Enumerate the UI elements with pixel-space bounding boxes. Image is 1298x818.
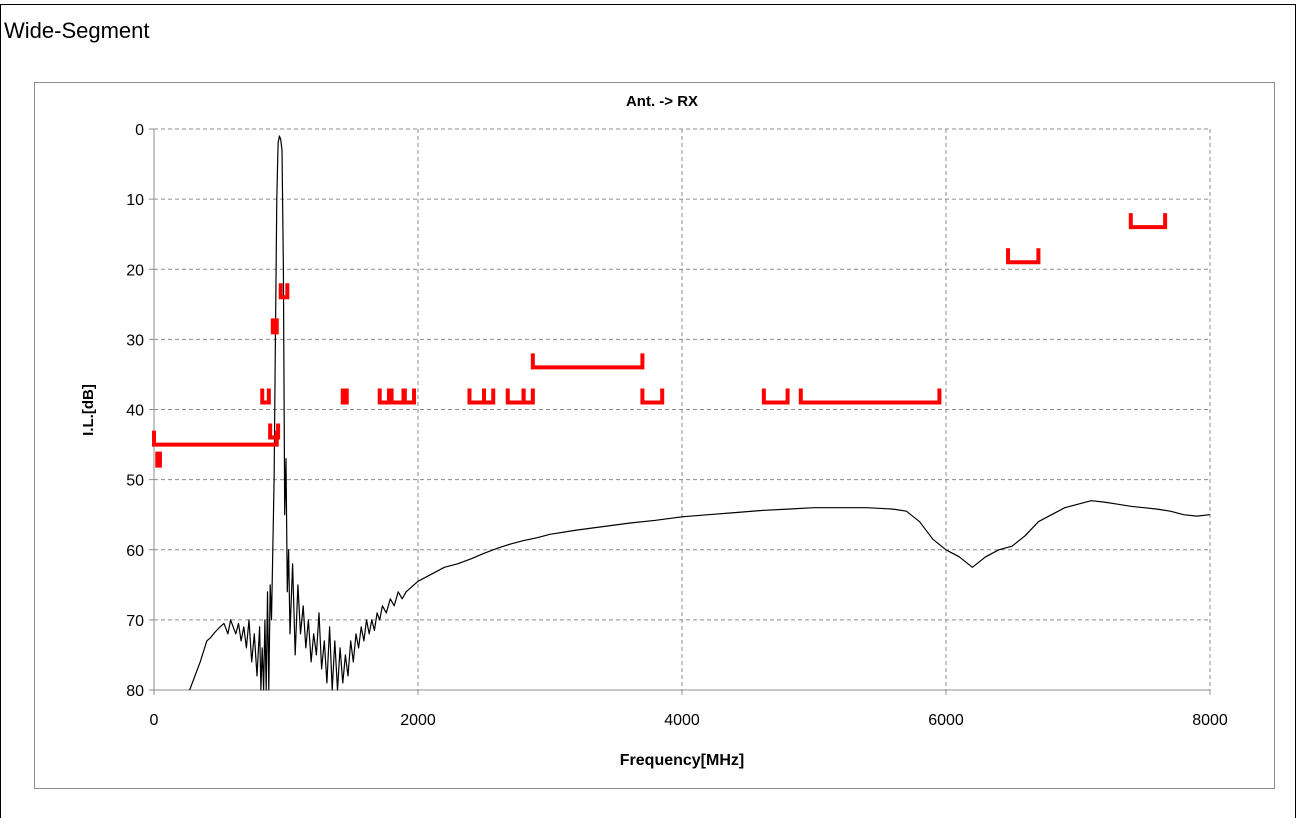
measurement-line (189, 135, 1211, 691)
x-tick-label: 4000 (664, 712, 700, 729)
page-heading: Wide-Segment (4, 18, 150, 43)
spec-limit-bracket (640, 388, 665, 405)
spec-limit-bracket (467, 388, 486, 405)
tick-labels: 0 10 20 30 40 50 60 70 80 0 2000 4000 6000 8000 (126, 122, 1228, 729)
spec-limit-bracket (1006, 248, 1041, 265)
x-tick-label: 0 (150, 712, 159, 729)
chart-grid (149, 128, 1211, 695)
spec-limit-bracket (340, 388, 349, 405)
x-tick-label: 2000 (400, 712, 436, 729)
spec-limit-bracket (278, 283, 290, 300)
spec-limit-series (152, 213, 1168, 468)
spec-limit-bracket (260, 388, 271, 405)
spec-limit-bracket (521, 388, 535, 405)
y-tick-label: 20 (126, 262, 144, 279)
y-tick-label: 30 (126, 332, 144, 349)
spec-limit-bracket (155, 451, 162, 468)
y-axis-label: I.L.[dB] (80, 384, 97, 436)
chart-axes (153, 129, 1210, 691)
y-tick-label: 10 (126, 192, 144, 209)
spec-limit-bracket (270, 318, 279, 335)
spec-limit-bracket (482, 388, 496, 405)
spec-limit-bracket (152, 430, 279, 447)
y-tick-label: 70 (126, 613, 144, 630)
page-frame (0, 4, 1296, 818)
measurement-series (189, 135, 1211, 691)
spec-limit-bracket (505, 388, 526, 405)
y-tick-label: 60 (126, 543, 144, 560)
spec-limit-bracket (530, 353, 645, 370)
spec-limit-bracket (389, 388, 406, 405)
chart-container (34, 82, 1275, 789)
x-tick-label: 6000 (928, 712, 964, 729)
x-axis-label: Frequency[MHz] (620, 752, 744, 769)
x-tick-label: 8000 (1192, 712, 1228, 729)
y-tick-label: 40 (126, 403, 144, 420)
spec-limit-bracket (402, 388, 417, 405)
y-tick-label: 80 (126, 683, 144, 700)
spec-limit-bracket (1128, 213, 1168, 230)
spec-limit-bracket (761, 388, 790, 405)
spec-limit-bracket (798, 388, 942, 405)
spec-limit-bracket (377, 388, 391, 405)
y-tick-label: 50 (126, 473, 144, 490)
y-tick-label: 0 (135, 122, 144, 139)
spec-limit-bracket (268, 423, 281, 440)
chart-title: Ant. -> RX (626, 93, 698, 110)
